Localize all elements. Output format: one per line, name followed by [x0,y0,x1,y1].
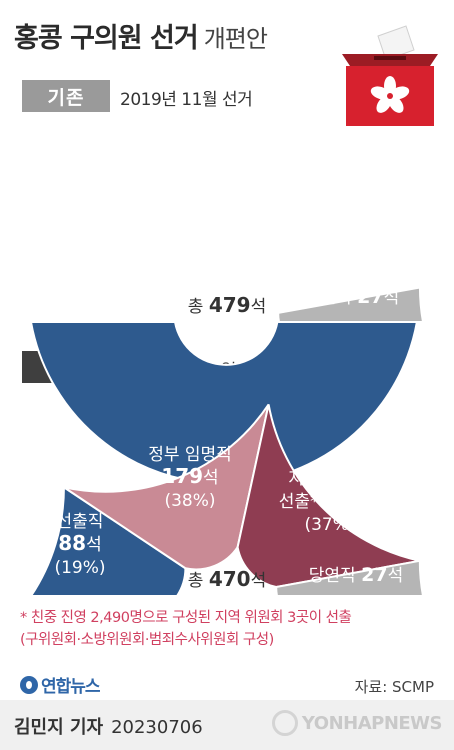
section-desc-old: 2019년 11월 선거 [120,90,253,110]
title-main: 홍콩 구의원 선거 [14,23,199,54]
source-note: 자료: SCMP [354,678,434,696]
watermark-logo-icon [271,710,298,736]
slice-label-exofficio: 당연직 27석 [309,564,403,586]
title-sub: 개편안 [203,25,268,53]
slice-1 [63,403,270,571]
total-value: 470 [209,567,251,591]
section-tag-old: 기존 [22,80,110,112]
slice-value-elected: 88석 [58,531,101,555]
slice-pct-appointed: (38%) [164,491,215,511]
slice-label-district: 지역 위원회 [288,469,372,489]
yonhap-logo: 연합뉴스 [20,672,101,697]
slice-value-district: 선출* 176석 [279,488,382,512]
logo-text: 연합뉴스 [41,677,101,697]
watermark-text: YONHAPNEWS [301,712,443,734]
footer-bar [0,700,454,750]
footnote-line-1: * 친중 진영 2,490명으로 구성된 지역 위원회 3곳이 선출 [20,610,352,626]
slice-3 [275,559,425,597]
page-title: 홍콩 구의원 선거 개편안 [14,16,268,55]
ballot-box-icon [342,25,438,126]
slice-2 [236,404,421,589]
total-prefix: 총 [188,571,209,591]
slice-value-appointed: 179석 [161,464,218,488]
slice-label-exofficio: 당연직 27석 [305,286,399,308]
total-prefix: 총 [188,297,209,317]
slice-value-elected: 452석 [185,186,247,211]
bauhinia-flower-icon [370,76,410,113]
total-label: 총 470석 [188,567,266,591]
slice-pct-elected: (94%) [190,213,241,233]
yonhap-logo-icon [20,675,38,694]
total-label: 총 479석 [188,293,266,317]
slice-0 [29,485,187,597]
slice-0 [29,286,421,485]
slice-label-elected: 선출직 [193,167,240,187]
footnote: * 친중 진영 2,490명으로 구성된 지역 위원회 3곳이 선출 (구위원회… [20,607,352,651]
publish-date: 20230706 [111,717,203,738]
total-unit: 석 [251,571,267,591]
watermark: YONHAPNEWS [271,710,443,736]
footnote-line-2: (구위원회·소방위원회·범죄수사위원회 구성) [20,632,274,648]
slice-1 [277,286,425,323]
author-byline: 김민지 기자 20230706 [14,713,203,739]
slice-pct-district: (37%) [304,515,355,535]
author-name: 김민지 기자 [14,717,104,738]
slice-pct-elected: (19%) [54,558,105,578]
slice-label-appointed: 정부 임명직 [148,445,232,465]
total-unit: 석 [251,297,267,317]
slice-label-elected: 선출직 [57,512,104,532]
total-value: 479 [209,293,251,317]
